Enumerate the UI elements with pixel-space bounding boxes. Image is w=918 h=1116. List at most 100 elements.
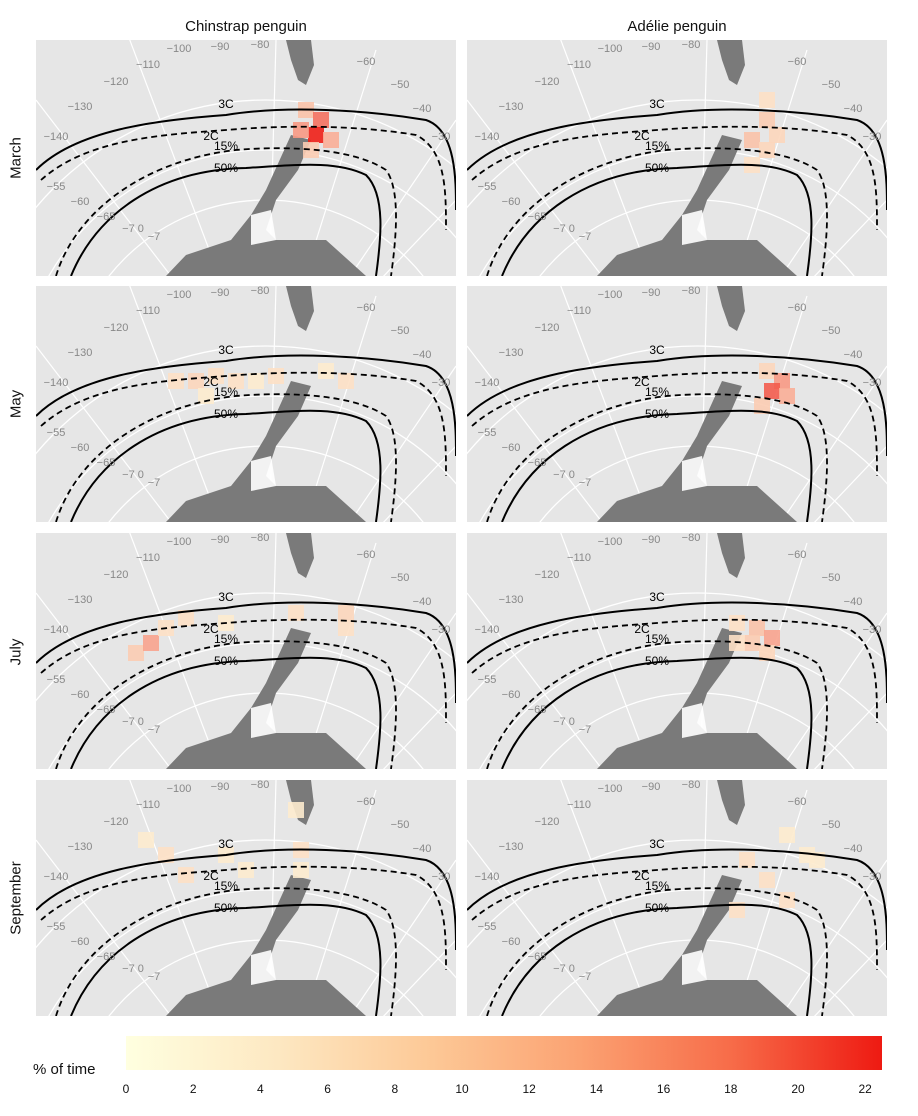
longitude-label: −60 [788, 549, 807, 561]
antarctica-land [597, 875, 797, 1016]
antarctica-land [166, 381, 366, 522]
contour-2c [471, 125, 878, 231]
meridian-line [780, 859, 887, 1016]
meridian-line [735, 49, 808, 276]
legend-tick-label: 8 [391, 1082, 399, 1096]
meridian-line [382, 199, 456, 276]
meridian-line [813, 692, 887, 769]
longitude-label: −80 [682, 780, 701, 791]
meridian-line [560, 286, 651, 522]
contour-label-50%: 50% [214, 901, 238, 915]
longitude-label: −120 [535, 76, 560, 88]
ice-shelf [682, 456, 707, 491]
meridian-line [735, 542, 808, 769]
longitude-label: −50 [822, 819, 841, 831]
map-panel-september-adelie: −140 −130 −120 −110 −100 −90 −80 −60 −50 −40 −30 −5… [467, 780, 887, 1016]
longitude-label: −30 [863, 624, 882, 636]
map-svg: −140 −130 −120 −110 −100 −90 −80 −60 −50−40 −30 −5… [36, 780, 456, 1016]
meridian-line [780, 365, 887, 522]
latitude-circle [479, 395, 887, 522]
latitude-label: −65 [528, 951, 547, 963]
contour-label-3C: 3C [649, 837, 665, 851]
longitude-label: −130 [68, 594, 93, 606]
latitude-label: −7 0 [122, 223, 144, 235]
longitude-label: −110 [136, 799, 160, 811]
longitude-label: −50 [822, 79, 841, 91]
contour-label-2C: 2C [203, 375, 219, 389]
longitude-label: −140 [475, 871, 500, 883]
longitude-label: −90 [642, 287, 661, 299]
contour-2c [40, 618, 447, 724]
latitude-label: −7 [579, 231, 592, 243]
latitude-circle [467, 99, 887, 209]
contour-label-50%: 50% [214, 654, 238, 668]
tracking-density-cell [323, 132, 339, 148]
contour-50pct [70, 163, 382, 276]
latitude-label: −65 [97, 704, 116, 716]
tracking-density-cell [293, 122, 309, 138]
meridian-line [304, 295, 377, 522]
tracking-density-cell [759, 872, 775, 888]
contour-3c [36, 354, 456, 457]
longitude-label: −120 [104, 569, 129, 581]
meridian-line [349, 119, 456, 276]
antarctica-land [597, 381, 797, 522]
tracking-density-cell [759, 112, 775, 128]
contour-2c [471, 618, 878, 724]
latitude-label: −7 0 [122, 963, 144, 975]
latitude-circle [479, 889, 887, 1016]
longitude-label: −60 [788, 302, 807, 314]
longitude-label: −100 [598, 536, 623, 548]
meridian-line [813, 939, 887, 1016]
longitude-label: −50 [391, 79, 410, 91]
longitude-label: −40 [413, 349, 432, 361]
longitude-label: −120 [104, 76, 129, 88]
latitude-circle [36, 592, 456, 702]
contour-label-15%: 15% [214, 879, 238, 893]
longitude-label: −130 [499, 841, 524, 853]
tracking-density-cell [198, 388, 214, 404]
longitude-label: −50 [391, 325, 410, 337]
contour-label-50%: 50% [645, 407, 669, 421]
contour-2c [471, 865, 878, 971]
longitude-label: −130 [68, 101, 93, 113]
longitude-label: −40 [413, 103, 432, 115]
tracking-density-cell [729, 902, 745, 918]
meridian-line [780, 612, 887, 769]
longitude-label: −80 [682, 533, 701, 544]
contour-label-2C: 2C [634, 869, 650, 883]
longitude-label: −90 [642, 534, 661, 546]
map-svg: −140 −130 −120 −110 −100 −90 −80 −60 −50−40 −30 −5… [467, 286, 887, 522]
latitude-label: −7 0 [553, 223, 575, 235]
longitude-label: −100 [167, 783, 192, 795]
meridian-line [467, 99, 603, 276]
contour-50pct [501, 409, 813, 522]
legend-tick-label: 18 [724, 1082, 738, 1096]
longitude-label: −90 [211, 287, 230, 299]
legend-ticks: 0 2 4 6 8 10 12 14 16 18 20 22 [0, 1078, 918, 1098]
latitude-label: −7 0 [553, 469, 575, 481]
latitude-label: −7 [579, 724, 592, 736]
legend-tick-label: 6 [324, 1082, 331, 1096]
longitude-label: −60 [788, 56, 807, 68]
legend-title: % of time [33, 1061, 96, 1078]
contour-3c [467, 354, 887, 457]
map-svg: −140 −130 −120 −110 −100 −90 −80 −60 −50−40 −30 −5… [36, 40, 456, 276]
longitude-label: −110 [136, 59, 160, 71]
tracking-density-cell [338, 620, 354, 636]
ice-shelf [251, 456, 276, 491]
latitude-label: −60 [502, 689, 521, 701]
contour-label-3C: 3C [218, 837, 234, 851]
south-america-land [286, 533, 314, 578]
map-panel-may-adelie: −140 −130 −120 −110 −100 −90 −80 −60 −50 −40 −30 −5… [467, 286, 887, 522]
tracking-density-cell [188, 373, 204, 389]
antarctica-land [597, 628, 797, 769]
longitude-label: −60 [357, 56, 376, 68]
contour-label-15%: 15% [645, 879, 669, 893]
south-america-land [717, 286, 745, 331]
contour-15pct [486, 640, 828, 769]
longitude-label: −30 [432, 377, 451, 389]
meridian-line [467, 839, 603, 1016]
tracking-density-cell [759, 363, 775, 379]
longitude-label: −110 [567, 59, 591, 71]
